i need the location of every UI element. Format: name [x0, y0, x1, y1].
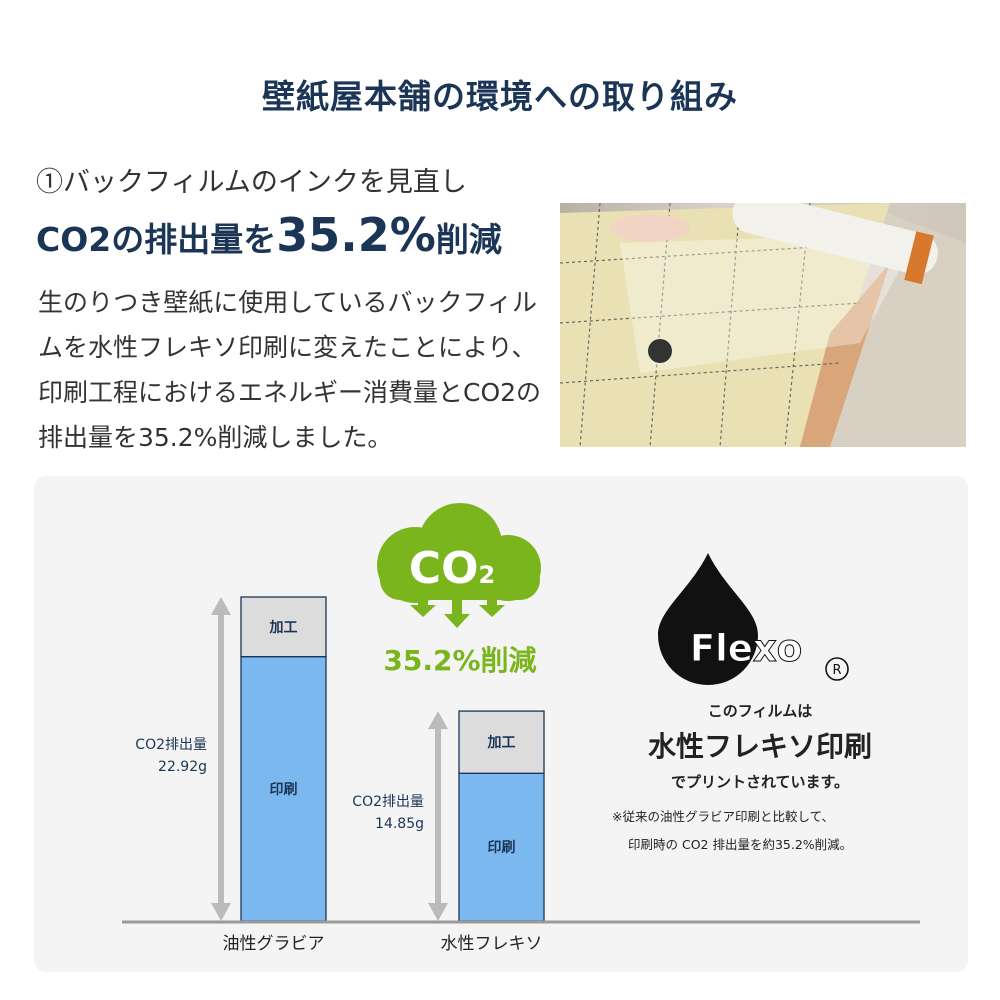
- headline-post: 削減: [435, 220, 502, 259]
- total-label: 14.85g: [375, 816, 424, 832]
- arrow-down-icon: [211, 903, 231, 921]
- arrow-up-icon: [211, 597, 231, 615]
- grid-lines: [560, 203, 881, 447]
- flexo-line1: このフィルムは: [707, 702, 813, 720]
- category-label: 水性フレキソ: [441, 934, 543, 954]
- segment-label: 加工: [269, 620, 298, 636]
- photo-illustration: [560, 203, 966, 447]
- cloud-subscript: 2: [479, 561, 496, 589]
- hand: [610, 214, 690, 242]
- segment-label: 印刷: [270, 781, 298, 798]
- total-label: CO2排出量: [352, 794, 424, 810]
- section-headline: CO2の排出量を35.2%削減: [36, 208, 502, 262]
- clear-film: [620, 233, 920, 373]
- section-body: 生のりつき壁紙に使用しているバックフィルムを水性フレキソ印刷に変えたことにより、…: [38, 288, 542, 452]
- note-line1: ※従来の油性グラビア印刷と比較して、: [612, 809, 834, 824]
- arrow-up-icon: [428, 711, 448, 730]
- flexo-drop-icon: Flexo R: [658, 553, 849, 685]
- flexo-line3: でプリントされています。: [670, 773, 850, 791]
- total-label: CO2排出量: [135, 737, 207, 753]
- note-line2: 印刷時の CO2 排出量を約35.2%削減。: [628, 837, 853, 852]
- roll-end: [904, 231, 934, 285]
- bar-segment-processing: [240, 596, 327, 658]
- svg-text:CO2: CO2: [409, 543, 495, 594]
- co2-cloud-icon: CO2: [377, 503, 541, 628]
- co2-bar-chart: 印刷 加工 CO2排出量 22.92g 油性グラビア 印刷 加工 CO2排出量 14.85g 水性…: [135, 596, 545, 954]
- flexo-line2: 水性フレキソ印刷: [647, 730, 872, 763]
- total-label: 22.92g: [158, 759, 207, 775]
- film-roll: [732, 203, 938, 275]
- cloud-label: CO: [409, 543, 479, 594]
- segment-label: 印刷: [488, 839, 516, 856]
- category-label: 油性グラビア: [223, 934, 325, 954]
- registered-mark: R: [832, 663, 841, 678]
- back-film-roll-photo: [560, 203, 966, 447]
- reduction-label: 35.2%削減: [383, 644, 536, 677]
- headline-value: 35.2%: [276, 208, 436, 262]
- section-subtitle: ①バックフィルムのインクを見直し: [36, 167, 467, 198]
- arrow-down-icon: [428, 903, 448, 921]
- headline-pre: CO2の排出量を: [36, 220, 277, 259]
- segment-label: 加工: [487, 735, 516, 751]
- wood-edge: [800, 263, 890, 447]
- flexo-description: このフィルムは 水性フレキソ印刷 でプリントされています。 ※従来の油性グラビア…: [600, 700, 920, 853]
- film-logo: [648, 339, 672, 363]
- page-title: 壁紙屋本舗の環境への取り組み: [262, 77, 738, 116]
- film-sheet: [560, 203, 890, 447]
- bar-segment-printing: [458, 772, 545, 922]
- bar-segment-processing: [458, 710, 545, 774]
- flexo-logo-text: Flexo: [690, 627, 802, 670]
